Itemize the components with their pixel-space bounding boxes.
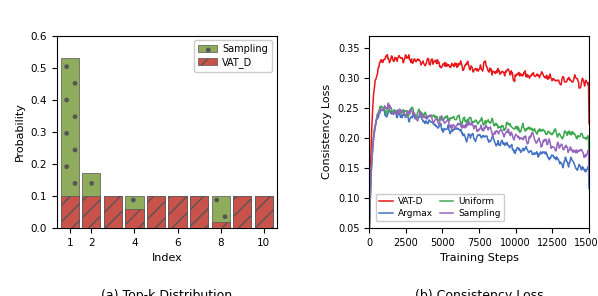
VAT-D [526, 76, 533, 80]
Uniform [526, 127, 533, 131]
VAT-D [525, 74, 532, 77]
Uniform [438, 117, 445, 120]
Bar [255, 196, 273, 228]
Sampling [453, 123, 460, 127]
Bar [147, 196, 165, 228]
Uniform [585, 165, 593, 169]
Bar [103, 196, 122, 228]
Argmax [377, 107, 385, 111]
X-axis label: Index: Index [151, 253, 182, 263]
Bar [190, 196, 208, 228]
VAT-D [384, 53, 391, 56]
Uniform [392, 111, 399, 115]
Bar [82, 196, 100, 228]
VAT-D [392, 56, 399, 59]
Sampling [526, 135, 533, 138]
Sampling [392, 111, 399, 115]
Argmax [525, 150, 532, 154]
VAT-D [585, 122, 593, 126]
Legend: Sampling, VAT_D: Sampling, VAT_D [194, 40, 272, 72]
Sampling [525, 141, 532, 144]
Sampling [505, 128, 512, 131]
Bar [147, 196, 165, 228]
Y-axis label: Consistency Loss: Consistency Loss [322, 84, 332, 179]
Uniform [453, 117, 460, 121]
Argmax [585, 187, 593, 190]
Sampling [438, 115, 445, 119]
Line: Argmax: Argmax [369, 109, 589, 235]
Uniform [505, 123, 512, 126]
Text: (a) Top-k Distribution: (a) Top-k Distribution [101, 289, 233, 296]
Text: (b) Consistency Loss: (b) Consistency Loss [415, 289, 544, 296]
Sampling [585, 176, 593, 179]
Bar [60, 196, 79, 228]
Bar [233, 196, 251, 228]
X-axis label: Training Steps: Training Steps [440, 253, 518, 263]
Bar [125, 196, 144, 228]
Uniform [365, 236, 373, 239]
Sampling [365, 234, 373, 237]
Bar [169, 196, 187, 228]
VAT-D [505, 67, 512, 71]
Argmax [438, 126, 445, 129]
Argmax [505, 144, 512, 147]
Bar [103, 196, 122, 228]
Uniform [385, 103, 392, 107]
Line: Sampling: Sampling [369, 103, 589, 236]
Line: Uniform: Uniform [369, 105, 589, 237]
Bar [212, 221, 230, 228]
VAT-D [453, 65, 460, 69]
Bar [255, 196, 273, 228]
Bar [82, 173, 100, 228]
Bar [212, 196, 230, 228]
Argmax [526, 150, 533, 153]
Line: VAT-D: VAT-D [369, 54, 589, 232]
Argmax [453, 127, 460, 131]
Y-axis label: Probability: Probability [15, 102, 25, 161]
Argmax [392, 112, 399, 115]
Legend: VAT-D, Argmax, Uniform, Sampling: VAT-D, Argmax, Uniform, Sampling [376, 194, 504, 221]
Sampling [385, 101, 392, 105]
Bar [125, 209, 144, 228]
Bar [169, 196, 187, 228]
VAT-D [365, 231, 373, 234]
Uniform [525, 127, 532, 130]
Bar [190, 196, 208, 228]
Bar [60, 58, 79, 228]
Argmax [365, 233, 373, 237]
VAT-D [438, 66, 445, 70]
Bar [233, 196, 251, 228]
